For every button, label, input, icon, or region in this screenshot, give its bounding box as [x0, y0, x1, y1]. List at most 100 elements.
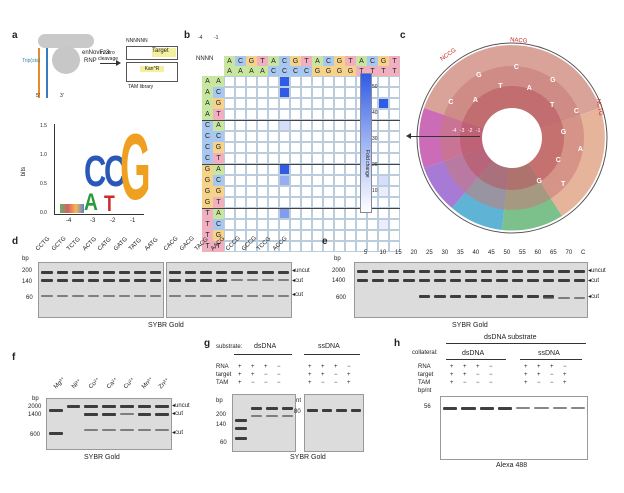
heatmap-cell: [246, 197, 257, 208]
heatmap-cell: [334, 230, 345, 241]
panel-label-a: a: [12, 30, 18, 41]
heatmap-cell: [279, 98, 290, 109]
heatmap-cell: [312, 87, 323, 98]
lane-label: 70: [565, 250, 573, 256]
heatmap-cell: [367, 230, 378, 241]
heatmap-cell: [389, 230, 400, 241]
sign-cell: +: [450, 380, 454, 386]
ladder-label: 2000: [332, 268, 346, 274]
heatmap-cell: [246, 120, 257, 131]
heatmap-cell: [290, 208, 301, 219]
gel-band: [235, 437, 247, 440]
heatmap-cell: [246, 153, 257, 164]
nnnn-label: NNNN: [196, 56, 214, 62]
heatmap-cell: [356, 219, 367, 230]
heatmap-cell: [389, 241, 400, 252]
ladder-label: 600: [336, 295, 347, 301]
heatmap-row-nuc: G: [202, 175, 213, 186]
gel-band: [169, 295, 181, 297]
heatmap-row-nuc: G: [202, 197, 213, 208]
sign-cell: −: [334, 372, 338, 378]
heatmap-row-nuc: G: [213, 186, 224, 197]
heatmap-cell: [345, 142, 356, 153]
gel-band: [246, 295, 258, 297]
heatmap-cell: [224, 87, 235, 98]
heatmap-row-nuc: T: [202, 241, 213, 252]
gel-band: [403, 270, 415, 273]
heatmap-cell: [389, 131, 400, 142]
gel-band: [496, 279, 508, 282]
heatmap-col-nuc: T: [301, 56, 312, 67]
heatmap-cell: [334, 186, 345, 197]
gel-band: [418, 295, 431, 298]
heatmap-cell: [345, 87, 356, 98]
gel-band: [480, 295, 493, 298]
heatmap-cell: [257, 175, 268, 186]
heatmap-cell: [323, 164, 334, 175]
sign-cell: −: [277, 372, 281, 378]
gel-band: [137, 429, 152, 431]
gel-band: [184, 271, 196, 274]
heatmap-cell: [334, 131, 345, 142]
gel-band: [134, 279, 146, 282]
heatmap-cell: [312, 109, 323, 120]
gel-band: [169, 271, 181, 274]
heatmap-cell: [323, 120, 334, 131]
sign-cell: +: [476, 364, 480, 370]
heatmap-cell: [312, 230, 323, 241]
arrow-line: [100, 63, 118, 64]
nnnnnn-label: NNNNNN: [126, 38, 148, 44]
heatmap-cell: [389, 164, 400, 175]
gel-band: [155, 429, 169, 431]
lane-label: ACTG: [81, 236, 98, 253]
heatmap-cell: [290, 120, 301, 131]
heatmap-cell: [345, 186, 356, 197]
lane-label: 15: [395, 250, 402, 256]
panel-label-f: f: [12, 352, 16, 363]
sign-cell: +: [238, 380, 242, 386]
heatmap-cell: [246, 87, 257, 98]
heatmap-cell: [268, 120, 279, 131]
sign-cell: +: [251, 364, 255, 370]
heatmap-cell: [268, 131, 279, 142]
gel-band: [558, 297, 570, 299]
row-label: TAM: [418, 380, 431, 386]
substrate-label: substrate:: [216, 344, 243, 350]
row-label: RNA: [418, 364, 431, 370]
ladder-label: 200: [216, 412, 227, 418]
heatmap-cell: [378, 241, 389, 252]
heatmap-cell: [257, 186, 268, 197]
gel-band: [184, 295, 196, 297]
bp-label: bp: [22, 256, 29, 262]
panel-label-b: b: [184, 30, 191, 41]
heatmap-cell: [389, 109, 400, 120]
heatmap-cell: [268, 87, 279, 98]
uncut-label: ◂uncut: [172, 403, 190, 409]
lane-label: Zn²⁺: [158, 377, 171, 391]
logo-c-letter: C: [84, 147, 107, 196]
heatmap-cell: [290, 197, 301, 208]
heatmap-cell: [334, 98, 345, 109]
heatmap-cell: [224, 230, 235, 241]
gel-band: [496, 270, 508, 273]
logo-a-letter: A: [84, 189, 98, 216]
gel-h: [440, 396, 588, 460]
logo-yaxis: [54, 124, 55, 214]
heatmap-col-nuc: T: [345, 56, 356, 67]
heatmap-row-nuc: C: [213, 131, 224, 142]
heatmap-col-nuc: A: [246, 66, 257, 77]
heatmap-cell: [323, 98, 334, 109]
heatmap-cell: [235, 76, 246, 87]
heatmap-cell: [312, 98, 323, 109]
heatmap-col-nuc: G: [378, 56, 389, 67]
gel-band: [465, 270, 477, 273]
gel-band: [155, 405, 169, 408]
heatmap-cell: [312, 219, 323, 230]
heatmap-cell: [389, 142, 400, 153]
heatmap-cell: [378, 153, 389, 164]
cut-label: ◂cut: [588, 278, 600, 284]
sign-cell: −: [537, 380, 541, 386]
gel-band: [184, 279, 196, 282]
heatmap-cell: [268, 186, 279, 197]
heatmap-cell: [389, 219, 400, 230]
